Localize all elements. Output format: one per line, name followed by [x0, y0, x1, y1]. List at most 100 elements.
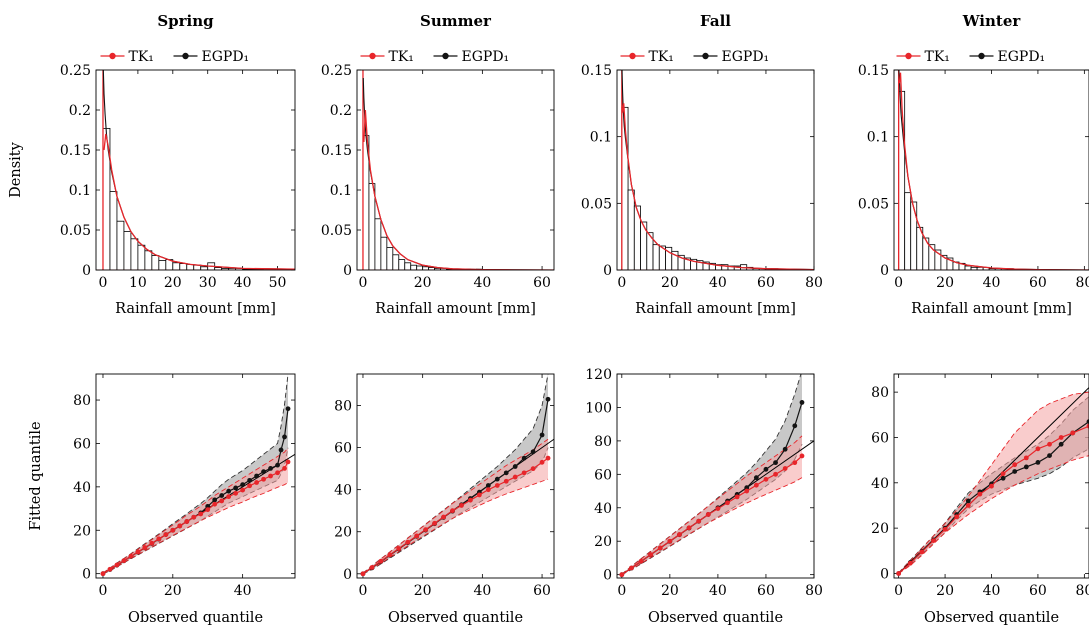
tk-point — [1000, 471, 1006, 477]
tk-point — [468, 497, 473, 503]
egpd-point — [1023, 464, 1029, 470]
panel-title: Summer — [420, 12, 492, 30]
x-tick-label: 60 — [533, 583, 551, 599]
egpd-point — [285, 406, 291, 412]
tk-upper-bound — [621, 435, 803, 575]
axes-frame — [893, 373, 1089, 579]
tk-point — [135, 549, 141, 555]
egpd-point — [268, 466, 273, 471]
tk-point — [378, 558, 384, 564]
tk-point — [753, 482, 759, 488]
tk-point — [734, 494, 740, 500]
y-axis-label: Density — [8, 141, 24, 197]
x-tick-label: 80 — [805, 583, 823, 599]
tk-band — [362, 439, 549, 574]
y-tick-label: 40 — [334, 483, 352, 499]
egpd-point — [275, 462, 280, 468]
y-tick-label: 40 — [73, 480, 91, 496]
tk-point — [177, 523, 183, 529]
panel-title: Winter — [962, 12, 1022, 30]
egpd-point — [278, 447, 284, 453]
x-tick-label: 0 — [617, 583, 626, 599]
y-tick-label: 0.15 — [581, 63, 612, 79]
x-axis-label: Rainfall amount [mm] — [115, 301, 276, 317]
egpd-point — [1000, 475, 1006, 481]
egpd-point — [753, 475, 759, 481]
tk-point — [977, 491, 983, 497]
legend-tk-marker — [905, 52, 912, 60]
egpd-point — [1047, 453, 1052, 458]
x-tick-label: 40 — [709, 583, 727, 599]
egpd-point — [744, 485, 750, 491]
histogram-bar — [374, 218, 382, 270]
plot-area — [617, 70, 814, 270]
y-tick-label: 0 — [880, 566, 889, 582]
y-tick-label: 0.25 — [321, 63, 352, 79]
tk-point — [725, 500, 730, 506]
tk-band — [621, 435, 802, 575]
x-axis-label: Observed quantile — [128, 610, 263, 626]
tk-point — [1070, 430, 1076, 436]
y-tick-label: 100 — [585, 400, 612, 416]
x-tick-label: 60 — [533, 275, 551, 291]
tk-point — [212, 501, 218, 507]
egpd-point — [1035, 460, 1041, 465]
tk-point — [459, 503, 464, 508]
tk-point — [128, 553, 134, 559]
x-tick-label: 10 — [129, 275, 147, 291]
x-tick-label: 0 — [894, 583, 903, 599]
axes-frame — [616, 69, 815, 271]
tk-point — [107, 566, 113, 572]
tk-point — [387, 552, 393, 558]
tk-point — [896, 571, 902, 576]
egpd-point — [212, 497, 218, 503]
tk-point — [696, 518, 702, 524]
tk-point — [667, 538, 673, 544]
y-tick-label: 0.05 — [858, 196, 889, 212]
x-tick-label: 20 — [164, 583, 182, 599]
x-tick-label: 20 — [936, 583, 954, 599]
tk-point — [539, 459, 545, 465]
histogram-bar — [627, 189, 635, 270]
egpd-point — [261, 469, 266, 475]
y-tick-label: 20 — [871, 521, 889, 537]
y-tick-label: 0.2 — [69, 103, 91, 119]
tk-point — [942, 526, 948, 532]
legend-egpd-label: EGPD₁ — [462, 49, 510, 65]
histogram-bar — [130, 238, 139, 270]
tk-point — [705, 512, 711, 517]
qq-panel-2: 0 20 40 60 80 0 20 40 60 80 100 120 Observed quantil… — [585, 367, 823, 626]
tk-point — [1047, 441, 1052, 447]
tk-upper-bound — [898, 391, 1089, 574]
x-axis-label: Observed quantile — [388, 610, 523, 626]
density-panel-2: Fall TK₁ EGPD₁ 0 20 40 60 80 0 0.05 0.1 0.15 Rainfal… — [581, 12, 823, 317]
tk-density-line — [363, 109, 554, 270]
tk-lower-bound — [362, 478, 549, 575]
egpd-point — [240, 482, 246, 488]
tk-point — [545, 455, 551, 461]
legend-egpd-marker — [182, 52, 189, 60]
legend-tk-marker — [369, 52, 376, 60]
histogram-bar — [109, 191, 118, 270]
tk-point — [198, 511, 204, 517]
tk-lower-bound — [621, 477, 803, 576]
y-tick-label: 0.1 — [590, 130, 612, 146]
tk-lower-bound — [102, 482, 289, 575]
axes-frame — [356, 69, 555, 271]
tk-point — [156, 536, 162, 542]
tk-point — [530, 466, 536, 472]
x-tick-label: 20 — [661, 583, 679, 599]
histogram-bar — [964, 265, 972, 270]
egpd-point — [512, 464, 518, 469]
density-panel-3: Winter TK₁ EGPD₁ 0 20 40 60 80 0 0.05 0.1 0.15 Rainf… — [858, 12, 1089, 317]
x-tick-label: 80 — [1075, 583, 1089, 599]
tk-point — [360, 571, 366, 577]
tk-band — [102, 447, 289, 574]
x-tick-label: 0 — [99, 275, 108, 291]
tk-point — [432, 520, 438, 526]
tk-lower-bound — [898, 455, 1089, 574]
axes-frame — [356, 373, 555, 579]
tk-line — [102, 461, 289, 575]
legend-egpd-marker — [978, 52, 985, 60]
egpd-point — [503, 470, 509, 476]
